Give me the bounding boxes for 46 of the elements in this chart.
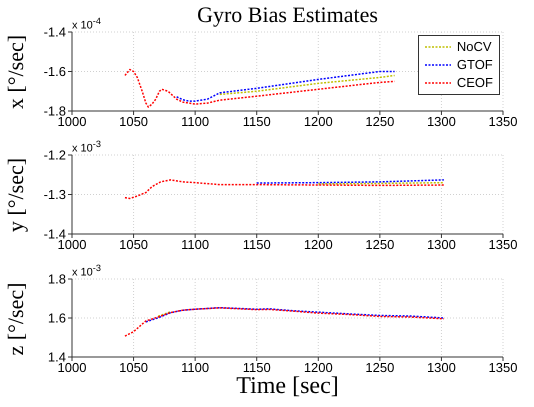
x-tick-label: 1200 <box>304 237 333 252</box>
x-tick-label: 1100 <box>181 360 210 376</box>
y-axis-title: z [°/sec] <box>3 282 29 356</box>
line-series <box>145 306 445 323</box>
x-tick-label: 1250 <box>365 237 394 252</box>
x-tick-label: 1100 <box>181 237 210 252</box>
chart-title: Gyro Bias Estimates <box>197 2 378 27</box>
x-tick-label: 1050 <box>119 114 148 130</box>
x-tick-label: 1050 <box>119 237 148 252</box>
x-tick-label: 1350 <box>488 360 518 376</box>
line-series <box>124 68 396 108</box>
line-series <box>124 179 445 200</box>
legend-label: NoCV <box>456 38 492 56</box>
x-tick-label: 1300 <box>426 237 456 252</box>
x-tick-label: 1000 <box>58 237 86 252</box>
x-tick-label: 1350 <box>488 237 518 252</box>
y-tick-label: 1.6 <box>48 310 66 326</box>
legend-label: CEOF <box>456 74 493 92</box>
x-tick-label: 1300 <box>426 114 456 130</box>
y-axis-title: x [°/sec] <box>3 34 29 110</box>
y-tick-label: -1.3 <box>44 187 66 202</box>
x-tick-label: 1100 <box>181 114 210 130</box>
x-tick-label: 1000 <box>58 360 86 376</box>
x-tick-label: 1200 <box>304 360 333 376</box>
text: x 10$^{-4}$ <box>72 16 101 32</box>
x-tick-label: 1150 <box>242 360 271 376</box>
x-tick-label: 1200 <box>304 114 333 130</box>
x-tick-label: 1050 <box>119 360 148 376</box>
legend-label: GTOF <box>456 56 493 74</box>
y-tick-label: -1.6 <box>44 64 66 80</box>
line-series <box>219 74 396 96</box>
x-tick-label: 1300 <box>426 360 456 376</box>
y-axis-title: y [°/sec] <box>3 158 29 232</box>
x-tick-label: 1150 <box>242 114 271 130</box>
line-series <box>176 70 396 102</box>
x-tick-label: 1350 <box>488 114 518 130</box>
x-tick-label: 1250 <box>365 360 394 376</box>
x-axis-title: Time [sec] <box>236 373 339 399</box>
y-tick-label: -1.4 <box>44 24 66 40</box>
line-series <box>124 307 445 337</box>
x-tick-label: 1250 <box>365 114 394 130</box>
text: x 10$^{-3}$ <box>72 139 101 155</box>
y-tick-label: 1.8 <box>48 272 66 287</box>
y-tick-label: -1.2 <box>44 148 66 163</box>
x-tick-label: 1150 <box>242 237 271 252</box>
text: x 10$^{-3}$ <box>72 263 101 279</box>
